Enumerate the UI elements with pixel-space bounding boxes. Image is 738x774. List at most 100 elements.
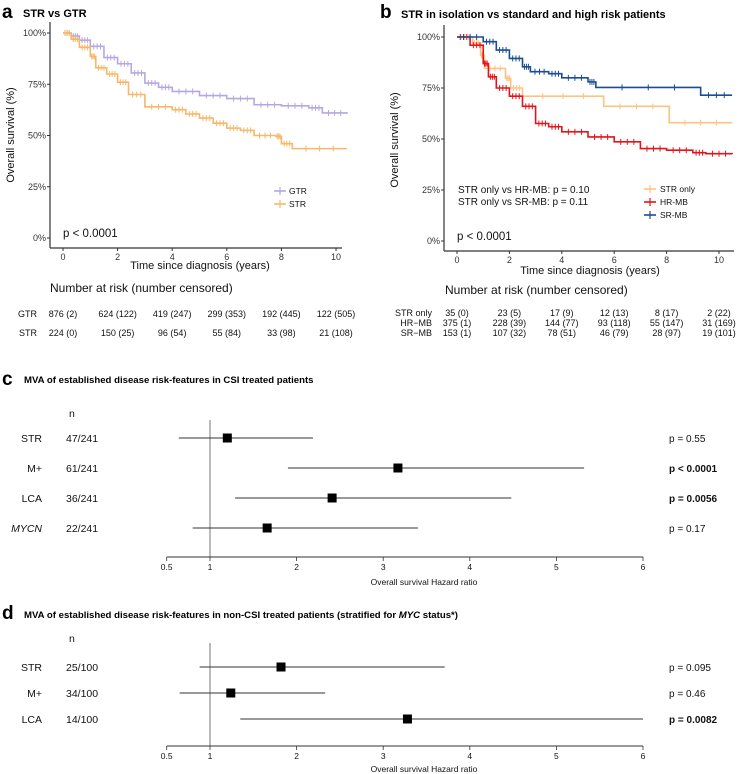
risk-row-label: HR−MB xyxy=(400,318,432,328)
y-tick-label: 75% xyxy=(422,83,440,93)
forest-plot: 0.5 1 2 3 4 5 6 STR 47/241 p = 0.55 M+ 61/241 p < 0.… xyxy=(11,420,718,572)
p-value: p < 0.0001 xyxy=(669,464,718,475)
p-value: p < 0.0001 xyxy=(457,231,512,243)
x-axis-title: Time since diagnosis (years) xyxy=(520,265,660,277)
hazard-ratio-marker xyxy=(226,688,236,698)
x-tick-label: 4 xyxy=(467,562,472,572)
risk-cell: 96 (54) xyxy=(158,328,187,338)
risk-cell: 93 (118) xyxy=(598,318,631,328)
x-tick-label: 4 xyxy=(559,255,564,265)
n-header: n xyxy=(69,408,75,420)
title-text: MVA of established disease risk-features… xyxy=(24,610,399,621)
y-axis-title: Overall survival (%) xyxy=(389,92,401,187)
x-tick-label: 8 xyxy=(664,255,669,265)
x-axis-title: Time since diagnosis (years) xyxy=(130,260,270,272)
panel-label: d xyxy=(2,603,14,624)
hazard-ratio-marker xyxy=(402,714,412,724)
risk-cell: 144 (77) xyxy=(545,318,579,328)
forest-plot: 0.5 1 2 3 4 5 6 STR 25/100 p = 0.095 M+ 34/100 p = 0… xyxy=(21,643,718,761)
y-tick-label: 0% xyxy=(33,233,46,243)
km-curve-gtr xyxy=(63,32,348,114)
risk-cell: 31 (169) xyxy=(702,318,736,328)
row-n: 47/241 xyxy=(66,433,98,445)
km-plot: 0% 25% 50% 75% 100% 0 2 4 6 8 10 xyxy=(417,25,734,265)
y-tick-label: 50% xyxy=(28,131,46,141)
panel-b: b STR in isolation vs standard and high … xyxy=(380,2,736,338)
row-label: LCA xyxy=(22,714,42,726)
legend-label: STR xyxy=(289,199,306,209)
risk-table: 35 (0) 23 (5) 17 (9) 12 (13) 8 (17) 2 (22) 375… xyxy=(443,308,736,338)
legend-label: STR only xyxy=(660,184,696,194)
row-n: 14/100 xyxy=(66,714,98,726)
x-tick-label: 0 xyxy=(60,252,65,262)
risk-table: 876 (2) 624 (122) 419 (247) 299 (353) 192 (4… xyxy=(49,309,356,338)
risk-cell: 35 (0) xyxy=(445,308,469,318)
x-tick-label: 0.5 xyxy=(161,562,173,572)
risk-row-label: GTR xyxy=(18,309,37,319)
row-label: MYCN xyxy=(11,523,42,535)
risk-cell: 78 (51) xyxy=(548,328,577,338)
p-value: p = 0.0082 xyxy=(669,715,718,726)
risk-table-title: Number at risk (number censored) xyxy=(50,281,233,295)
y-tick-label: 25% xyxy=(28,182,46,192)
risk-cell: 876 (2) xyxy=(49,309,78,319)
title-text: status*) xyxy=(420,610,458,621)
row-label: M+ xyxy=(27,688,42,700)
risk-cell: 55 (84) xyxy=(213,328,242,338)
risk-cell: 122 (505) xyxy=(317,309,356,319)
risk-cell: 299 (353) xyxy=(208,309,247,319)
x-tick-label: 5 xyxy=(554,751,559,761)
panel-label: a xyxy=(2,2,13,23)
y-tick-label: 0% xyxy=(427,236,440,246)
risk-row-label: STR only xyxy=(395,308,433,318)
x-tick-label: 10 xyxy=(331,252,341,262)
km-curve-sr-mb xyxy=(457,36,733,96)
risk-cell: 17 (9) xyxy=(550,308,574,318)
x-tick-label: 1 xyxy=(208,751,213,761)
risk-cell: 55 (147) xyxy=(650,318,684,328)
x-axis-title: Overall survival Hazard ratio xyxy=(371,764,478,774)
risk-cell: 12 (13) xyxy=(600,308,629,318)
p-value: p = 0.46 xyxy=(669,689,706,700)
row-n: 34/100 xyxy=(66,688,98,700)
y-tick-label: 100% xyxy=(23,28,46,38)
y-tick-label: 50% xyxy=(422,134,440,144)
hazard-ratio-marker xyxy=(262,523,272,533)
x-tick-label: 2 xyxy=(294,751,299,761)
x-tick-label: 2 xyxy=(115,252,120,262)
legend-label: SR-MB xyxy=(660,210,688,220)
title-gene: MYC xyxy=(399,610,421,621)
row-n: 36/241 xyxy=(66,493,98,505)
panel-d: d MVA of established disease risk-featur… xyxy=(2,603,718,774)
row-label: STR xyxy=(21,662,42,674)
y-axis-title: Overall survival (%) xyxy=(5,87,17,182)
x-tick-label: 8 xyxy=(279,252,284,262)
x-axis-title: Overall survival Hazard ratio xyxy=(371,577,478,587)
x-tick-label: 3 xyxy=(381,562,386,572)
x-tick-label: 4 xyxy=(170,252,175,262)
panel-a: a STR vs GTR 0% 25% 50% 75% 100% 0 2 4 6 8 10 Time… xyxy=(2,2,355,338)
row-label: LCA xyxy=(22,493,42,505)
p-value: p = 0.095 xyxy=(669,663,711,674)
risk-cell: 150 (25) xyxy=(101,328,135,338)
hazard-ratio-marker xyxy=(276,662,286,672)
row-n: 25/100 xyxy=(66,662,98,674)
risk-cell: 28 (97) xyxy=(652,328,681,338)
risk-cell: 19 (101) xyxy=(702,328,736,338)
x-tick-label: 6 xyxy=(612,255,617,265)
p-value: p = 0.17 xyxy=(669,524,706,535)
hazard-ratio-marker xyxy=(222,433,232,443)
panel-title: MVA of established disease risk-features… xyxy=(24,375,314,386)
panel-title: STR vs GTR xyxy=(23,8,87,20)
row-label: STR xyxy=(21,433,42,445)
x-tick-label: 6 xyxy=(641,751,646,761)
x-tick-label: 4 xyxy=(467,751,472,761)
risk-cell: 2 (22) xyxy=(707,308,731,318)
x-tick-label: 6 xyxy=(641,562,646,572)
panel-label: c xyxy=(2,369,13,390)
p-value: p < 0.0001 xyxy=(63,228,118,240)
risk-cell: 46 (79) xyxy=(600,328,629,338)
y-tick-label: 25% xyxy=(422,185,440,195)
x-tick-label: 0.5 xyxy=(161,751,173,761)
panel-c: c MVA of established disease risk-featur… xyxy=(2,369,718,587)
